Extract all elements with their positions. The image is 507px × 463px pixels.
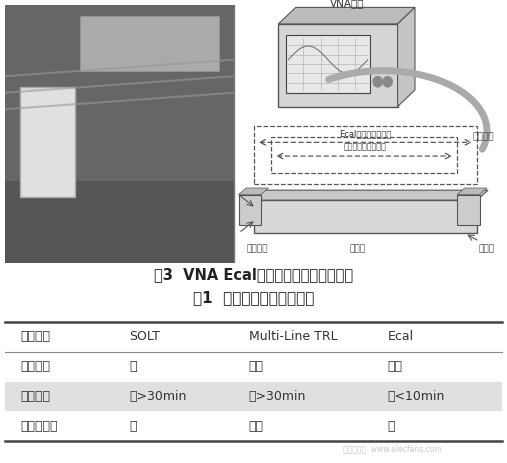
Text: 校准精度: 校准精度 xyxy=(20,360,50,373)
Text: 测试电缆: 测试电缆 xyxy=(473,132,494,141)
Bar xyxy=(5,181,234,263)
Text: 较低: 较低 xyxy=(248,420,264,433)
Text: 图3  VNA Ecal方式校准图和测试示意图: 图3 VNA Ecal方式校准图和测试示意图 xyxy=(154,267,353,282)
Bar xyxy=(5,352,502,382)
Text: 较高: 较高 xyxy=(248,360,264,373)
Bar xyxy=(5,412,502,441)
Text: 慢>30min: 慢>30min xyxy=(129,390,187,403)
Text: Multi-Line TRL: Multi-Line TRL xyxy=(248,330,337,343)
Bar xyxy=(5,382,502,412)
Text: Ecal: Ecal xyxy=(388,330,414,343)
Text: 较高: 较高 xyxy=(388,360,403,373)
Bar xyxy=(20,87,75,197)
Text: VNA仪器: VNA仪器 xyxy=(330,0,364,8)
Polygon shape xyxy=(278,7,415,24)
Text: Ecal校准至电缆末端: Ecal校准至电缆末端 xyxy=(339,129,391,138)
Polygon shape xyxy=(457,188,487,194)
Text: 高: 高 xyxy=(129,360,137,373)
Bar xyxy=(80,16,219,71)
Text: 慢>30min: 慢>30min xyxy=(248,390,306,403)
Text: 校准方式: 校准方式 xyxy=(20,330,50,343)
Bar xyxy=(5,322,502,352)
Text: 快<10min: 快<10min xyxy=(388,390,445,403)
Text: 传输线: 传输线 xyxy=(350,244,366,253)
Circle shape xyxy=(383,76,392,87)
Bar xyxy=(234,5,502,263)
Text: 去嵌入夹具电缆长度: 去嵌入夹具电缆长度 xyxy=(344,143,387,152)
Text: 校准件价格: 校准件价格 xyxy=(20,420,57,433)
Polygon shape xyxy=(397,7,415,106)
Polygon shape xyxy=(254,190,488,200)
Text: 高: 高 xyxy=(388,420,395,433)
Polygon shape xyxy=(239,188,268,194)
Bar xyxy=(254,200,477,233)
Text: 测试夹具: 测试夹具 xyxy=(246,244,268,253)
Text: 被测件: 被测件 xyxy=(478,244,494,253)
Text: 高: 高 xyxy=(129,420,137,433)
Bar xyxy=(457,194,480,225)
Text: 电子发烧友  www.elecfans.com: 电子发烧友 www.elecfans.com xyxy=(343,444,442,453)
Bar xyxy=(286,35,370,93)
Bar xyxy=(254,126,477,184)
Bar xyxy=(271,137,457,173)
Text: 表1  不同校准方式的差异表: 表1 不同校准方式的差异表 xyxy=(193,290,314,305)
Circle shape xyxy=(373,76,383,87)
Bar xyxy=(5,5,234,263)
Bar xyxy=(239,194,261,225)
Text: SOLT: SOLT xyxy=(129,330,160,343)
Text: 校准耗时: 校准耗时 xyxy=(20,390,50,403)
Bar xyxy=(278,24,397,106)
